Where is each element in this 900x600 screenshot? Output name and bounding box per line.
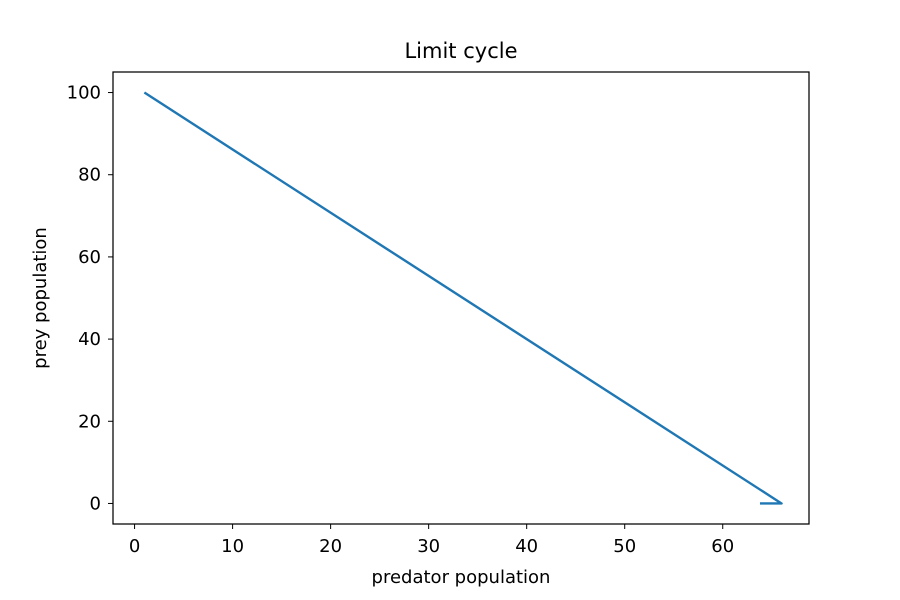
y-tick-label: 80 [78,165,101,186]
y-axis: 0 20 40 60 80 100 [67,83,113,514]
y-tick-label: 0 [90,493,101,514]
x-tick-label: 30 [417,536,440,557]
x-tick-label: 60 [711,536,734,557]
y-tick-label: 40 [78,329,101,350]
y-tick-label: 20 [78,411,101,432]
x-axis-label: predator population [372,567,551,588]
chart-title: Limit cycle [404,39,517,63]
x-tick-label: 40 [515,536,538,557]
y-tick-label: 100 [67,83,101,104]
x-tick-label: 0 [129,536,140,557]
x-tick-label: 20 [319,536,342,557]
x-tick-label: 10 [221,536,244,557]
x-axis: 0 10 20 30 40 50 60 [129,524,734,557]
series-line [143,91,783,505]
plot-frame [112,71,810,525]
y-axis-label: prey population [30,227,51,369]
x-tick-label: 50 [613,536,636,557]
plot-area [143,91,783,505]
y-tick-label: 60 [78,247,101,268]
